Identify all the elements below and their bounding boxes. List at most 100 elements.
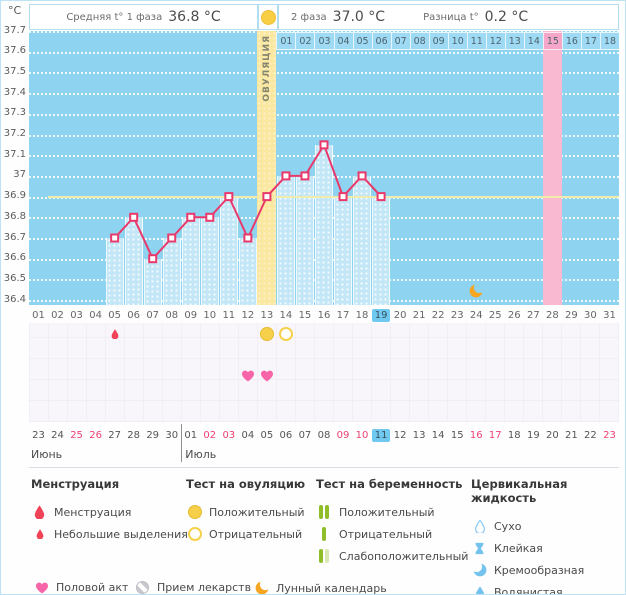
calendar-date[interactable]: 23 [32,429,45,441]
calendar-date[interactable]: 03 [222,429,236,441]
legend-item-label: Клейкая [494,541,543,555]
temperature-point[interactable] [243,233,253,243]
calendar-date[interactable]: 12 [393,429,407,441]
ovulation-band: ОВУЛЯЦИЯ [257,31,277,305]
x-axis-day: 06 [127,309,141,321]
calendar-date[interactable]: 24 [51,429,64,441]
ovulation-test-mark[interactable] [278,327,293,341]
y-tick-label: 37.6 [3,45,26,57]
calendar-date[interactable]: 02 [203,429,217,441]
today-day-highlight[interactable]: 19 [371,308,391,322]
x-axis-day: 28 [545,309,559,321]
x-axis-day: 26 [507,309,521,321]
temperature-bar [105,238,124,305]
gridline [29,93,619,96]
ovulation-day-icon [260,9,276,25]
moon-icon [469,283,483,302]
temperature-point[interactable] [300,171,310,181]
calendar-date[interactable]: 28 [127,429,141,441]
x-axis-day: 01 [32,309,45,321]
temperature-bar [372,196,391,305]
temperature-point[interactable] [281,171,291,181]
calendar-date[interactable]: 29 [146,429,160,441]
temperature-point[interactable] [110,233,120,243]
legend-item: Отрицательный [316,523,468,545]
heart-pink-icon [33,582,50,594]
x-axis-day: 31 [603,309,616,321]
calendar-date[interactable]: 01 [184,429,198,441]
temperature-point[interactable] [224,192,234,202]
legend-item-label: Отрицательный [339,527,433,541]
calendar-date[interactable]: 26 [89,429,102,441]
temperature-point[interactable] [262,192,272,202]
menstruation-mark[interactable] [111,329,119,340]
calendar-date[interactable]: 10 [355,429,369,441]
legend-item: Клейкая [471,537,625,559]
legend-separator [29,467,619,468]
temperature-point[interactable] [186,212,196,222]
calendar-date[interactable]: 06 [279,429,293,441]
legend-section: Цервикальная жидкость Сухо Клейкая Кремообр… [471,477,625,594]
temp-diff-value: 0.2 °C [484,9,529,25]
calendar-date[interactable]: 23 [603,429,616,441]
calendar-date[interactable]: 08 [317,429,331,441]
temperature-bar [181,217,200,305]
x-axis-day: 22 [431,309,445,321]
calendar-date[interactable]: 21 [565,429,578,441]
temperature-point[interactable] [129,212,139,222]
calendar-date[interactable]: 20 [545,429,559,441]
calendar-date[interactable]: 15 [450,429,464,441]
temperature-point[interactable] [319,140,329,150]
gridline [29,72,619,75]
calendar-date[interactable]: 19 [526,429,540,441]
calendar-date[interactable]: 16 [469,429,483,441]
calendar-date[interactable]: 13 [412,429,426,441]
phase2-day-cell: 18 [599,32,619,50]
intercourse-mark[interactable] [260,370,274,382]
legend-item: Небольшие выделения [31,523,188,545]
ovulation-test-mark[interactable] [259,327,274,341]
calendar-date[interactable]: 09 [336,429,350,441]
y-tick-label: 37.2 [3,128,26,139]
calendar-date[interactable]: 22 [584,429,597,441]
x-axis-day: 20 [393,309,407,321]
temperature-point[interactable] [338,192,348,202]
x-axis-day: 14 [279,309,293,321]
y-axis-unit-label: °C [8,4,22,17]
calendar-date[interactable]: 18 [507,429,521,441]
temperature-point[interactable] [148,254,158,264]
x-axis-day: 23 [450,309,464,321]
legend-footer-label: Лунный календарь [276,581,387,595]
calendar-date[interactable]: 07 [298,429,312,441]
temperature-point[interactable] [357,171,367,181]
calendar-date[interactable]: 25 [70,429,83,441]
calendar-date[interactable]: 04 [241,429,255,441]
y-tick-label: 36.8 [3,210,26,222]
calendar-date[interactable]: 05 [260,429,274,441]
y-tick-label: 36.9 [3,190,26,202]
y-tick-label: 36.6 [3,252,26,264]
circle-yellow-outline-icon [186,527,203,541]
hourglass-blue-icon [471,542,488,555]
x-axis-day: 19 [371,306,391,324]
temp-diff-label: Разница t° [423,11,479,23]
temperature-point[interactable] [205,212,215,222]
calendar-date[interactable]: 11 [371,425,391,445]
calendar-date[interactable]: 30 [165,429,179,441]
temperature-point[interactable] [376,192,386,202]
month-divider [181,424,183,462]
calendar-date[interactable]: 27 [108,429,121,441]
temperature-bar [276,175,295,305]
temperature-chart[interactable]: ОВУЛЯЦИЯ 01 02 03 04 05 06 07 08 09 10 11 12 13 14 15 16… [29,31,619,305]
temperature-point[interactable] [167,233,177,243]
temperature-bar [295,175,314,305]
legend-section-title: Тест на овуляцию [186,477,306,491]
calendar-date[interactable]: 14 [431,429,445,441]
coverline [48,195,619,198]
gridline [29,113,619,116]
calendar-date[interactable]: 17 [488,429,502,441]
legend-item-label: Отрицательный [209,527,303,541]
intercourse-mark[interactable] [241,370,255,382]
calendar-today-highlight[interactable]: 11 [371,428,391,442]
legend-item: Кремообразная [471,559,625,581]
